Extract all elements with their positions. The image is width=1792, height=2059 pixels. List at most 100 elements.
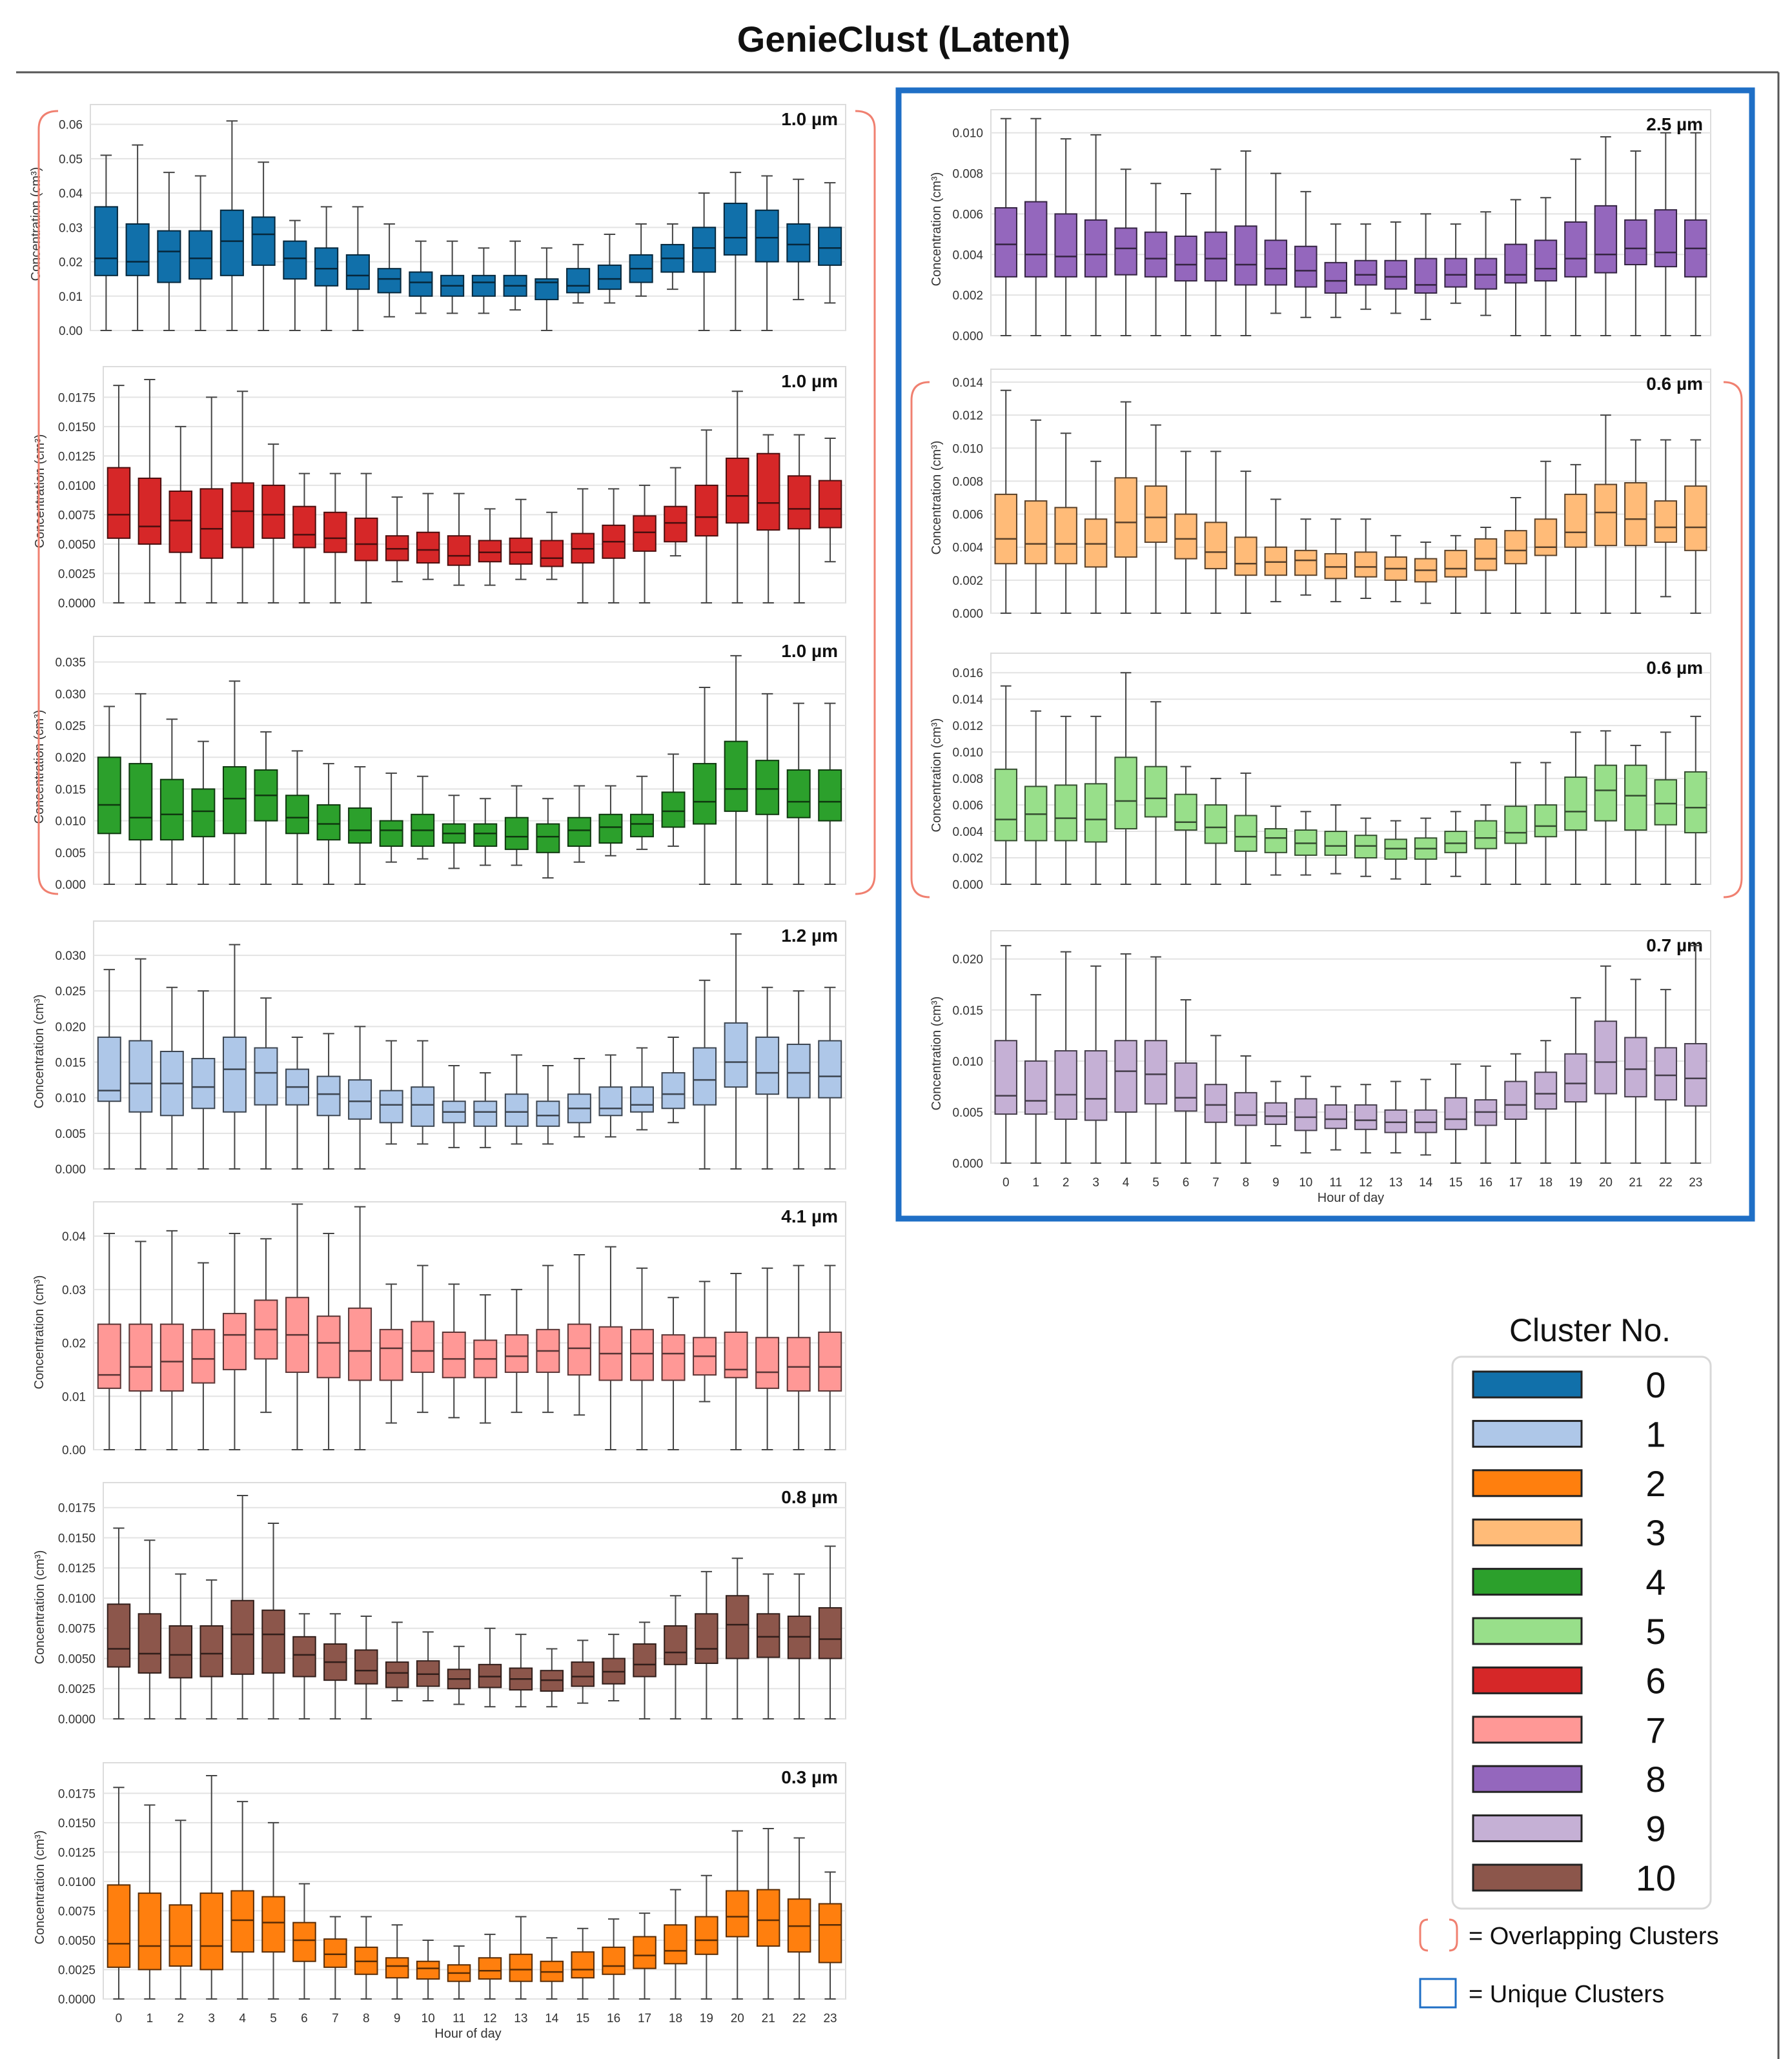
- y-tick-label: 0.000: [952, 607, 983, 621]
- size-label: 0.3 µm: [781, 1767, 838, 1787]
- y-tick-label: 0.000: [952, 878, 983, 892]
- box: [664, 1625, 687, 1665]
- x-tick-label: 7: [332, 2012, 339, 2025]
- box: [128, 763, 153, 841]
- box: [1594, 1020, 1618, 1095]
- y-tick-label: 0.020: [55, 1020, 86, 1034]
- x-axis-label: Hour of day: [434, 2027, 501, 2041]
- boxplot-panel: 0.0000 0.0025 0.0050 0.0075 0.0100 0.0125 0.01…: [33, 366, 846, 611]
- box: [695, 1916, 718, 1955]
- x-tick-label: 21: [1629, 1176, 1642, 1190]
- box: [379, 820, 403, 847]
- overlap-bracket-left: [37, 110, 59, 895]
- x-tick-label: 10: [422, 2012, 435, 2025]
- boxplot-panel: 0.000 0.005 0.010 0.015 0.020 0.025 0.030 Conce…: [32, 920, 846, 1177]
- legend-label: 10: [1636, 1858, 1676, 1898]
- legend-label: 7: [1645, 1710, 1665, 1750]
- y-tick-label: 0.04: [62, 1230, 86, 1244]
- box: [1144, 1040, 1168, 1105]
- x-tick-label: 12: [1359, 1176, 1372, 1190]
- box: [409, 271, 433, 297]
- y-tick-label: 0.005: [952, 1106, 983, 1120]
- box: [726, 458, 749, 524]
- y-tick-label: 0.0125: [58, 1562, 96, 1576]
- y-tick-label: 0.012: [952, 720, 983, 733]
- boxplot-panel: 0.0000 0.0025 0.0050 0.0075 0.0100 0.0125 0.01…: [33, 1762, 846, 2041]
- x-tick-label: 1: [147, 2012, 154, 2025]
- box: [1234, 1091, 1257, 1126]
- box: [818, 1040, 842, 1099]
- y-axis-label: Concentration (cm³): [930, 997, 944, 1111]
- y-tick-label: 0.010: [55, 815, 86, 829]
- box: [1204, 1084, 1228, 1123]
- size-label: 0.8 µm: [781, 1487, 838, 1507]
- y-tick-label: 0.02: [59, 256, 83, 270]
- box: [1114, 1040, 1137, 1113]
- box: [1684, 1042, 1707, 1107]
- box: [1534, 518, 1558, 556]
- box: [786, 223, 811, 263]
- y-tick-label: 0.0050: [58, 1934, 96, 1948]
- box: [1264, 827, 1288, 853]
- box: [1624, 482, 1647, 547]
- box: [1594, 205, 1618, 274]
- box: [661, 791, 686, 828]
- x-tick-label: 22: [793, 2012, 806, 2025]
- box: [1054, 1050, 1077, 1120]
- x-tick-label: 21: [762, 2012, 775, 2025]
- box: [1444, 831, 1467, 853]
- x-tick-label: 3: [208, 2012, 215, 2025]
- y-tick-label: 0.030: [55, 949, 86, 963]
- box: [1024, 201, 1048, 278]
- legend: Cluster No. 0 1 2 3 4 5 6 7 8 9 10 = Overlapping Clu…: [1419, 1312, 1719, 2009]
- box: [416, 531, 440, 564]
- y-axis-label: Concentration (cm³): [32, 1275, 46, 1390]
- box: [354, 1649, 378, 1685]
- box: [191, 788, 216, 838]
- box: [597, 264, 622, 290]
- box: [536, 823, 560, 853]
- y-tick-label: 0.035: [55, 656, 86, 670]
- box: [1654, 500, 1678, 543]
- box: [316, 1075, 341, 1117]
- legend-swatch: [1472, 1469, 1583, 1497]
- box: [1534, 1071, 1558, 1110]
- y-tick-label: 0.025: [55, 720, 86, 733]
- y-tick-label: 0.05: [59, 153, 83, 167]
- plot-area: [93, 920, 846, 1170]
- box: [191, 1058, 216, 1110]
- x-tick-label: 11: [453, 2012, 465, 2025]
- y-tick-label: 0.0000: [58, 597, 96, 611]
- box: [571, 1661, 595, 1687]
- box: [191, 1328, 216, 1384]
- y-tick-label: 0.0075: [58, 1623, 96, 1636]
- x-tick-label: 15: [576, 2012, 589, 2025]
- box: [724, 1332, 748, 1379]
- box: [1504, 806, 1527, 844]
- box: [1684, 485, 1707, 551]
- box: [598, 813, 623, 844]
- box: [1624, 1037, 1647, 1098]
- box: [1234, 225, 1257, 286]
- boxplot-panel: 0.000 0.005 0.010 0.015 0.020 Concentration (…: [930, 930, 1711, 1205]
- box: [786, 1043, 811, 1099]
- box: [787, 475, 811, 530]
- box: [316, 1315, 341, 1379]
- box: [1174, 513, 1197, 560]
- box: [1264, 1102, 1288, 1125]
- y-tick-label: 0.002: [952, 289, 983, 303]
- x-tick-label: 9: [1272, 1176, 1279, 1190]
- boxplot-panel: 0.000 0.002 0.004 0.006 0.008 0.010 0.012 0.014…: [930, 653, 1711, 892]
- x-tick-label: 5: [270, 2012, 277, 2025]
- box: [630, 1086, 654, 1113]
- legend-label: 3: [1645, 1512, 1665, 1553]
- box: [1054, 507, 1077, 565]
- box: [661, 1072, 686, 1110]
- y-tick-label: 0.03: [62, 1284, 86, 1297]
- figure-title: GenieClust (Latent): [737, 19, 1070, 59]
- box: [230, 1599, 254, 1675]
- panels-layer: 0.00 0.01 0.02 0.03 0.04 0.05 0.06 Concentratio…: [29, 104, 1711, 2041]
- x-tick-label: 0: [1003, 1176, 1010, 1190]
- box: [567, 817, 591, 847]
- legend-label: 5: [1645, 1611, 1665, 1652]
